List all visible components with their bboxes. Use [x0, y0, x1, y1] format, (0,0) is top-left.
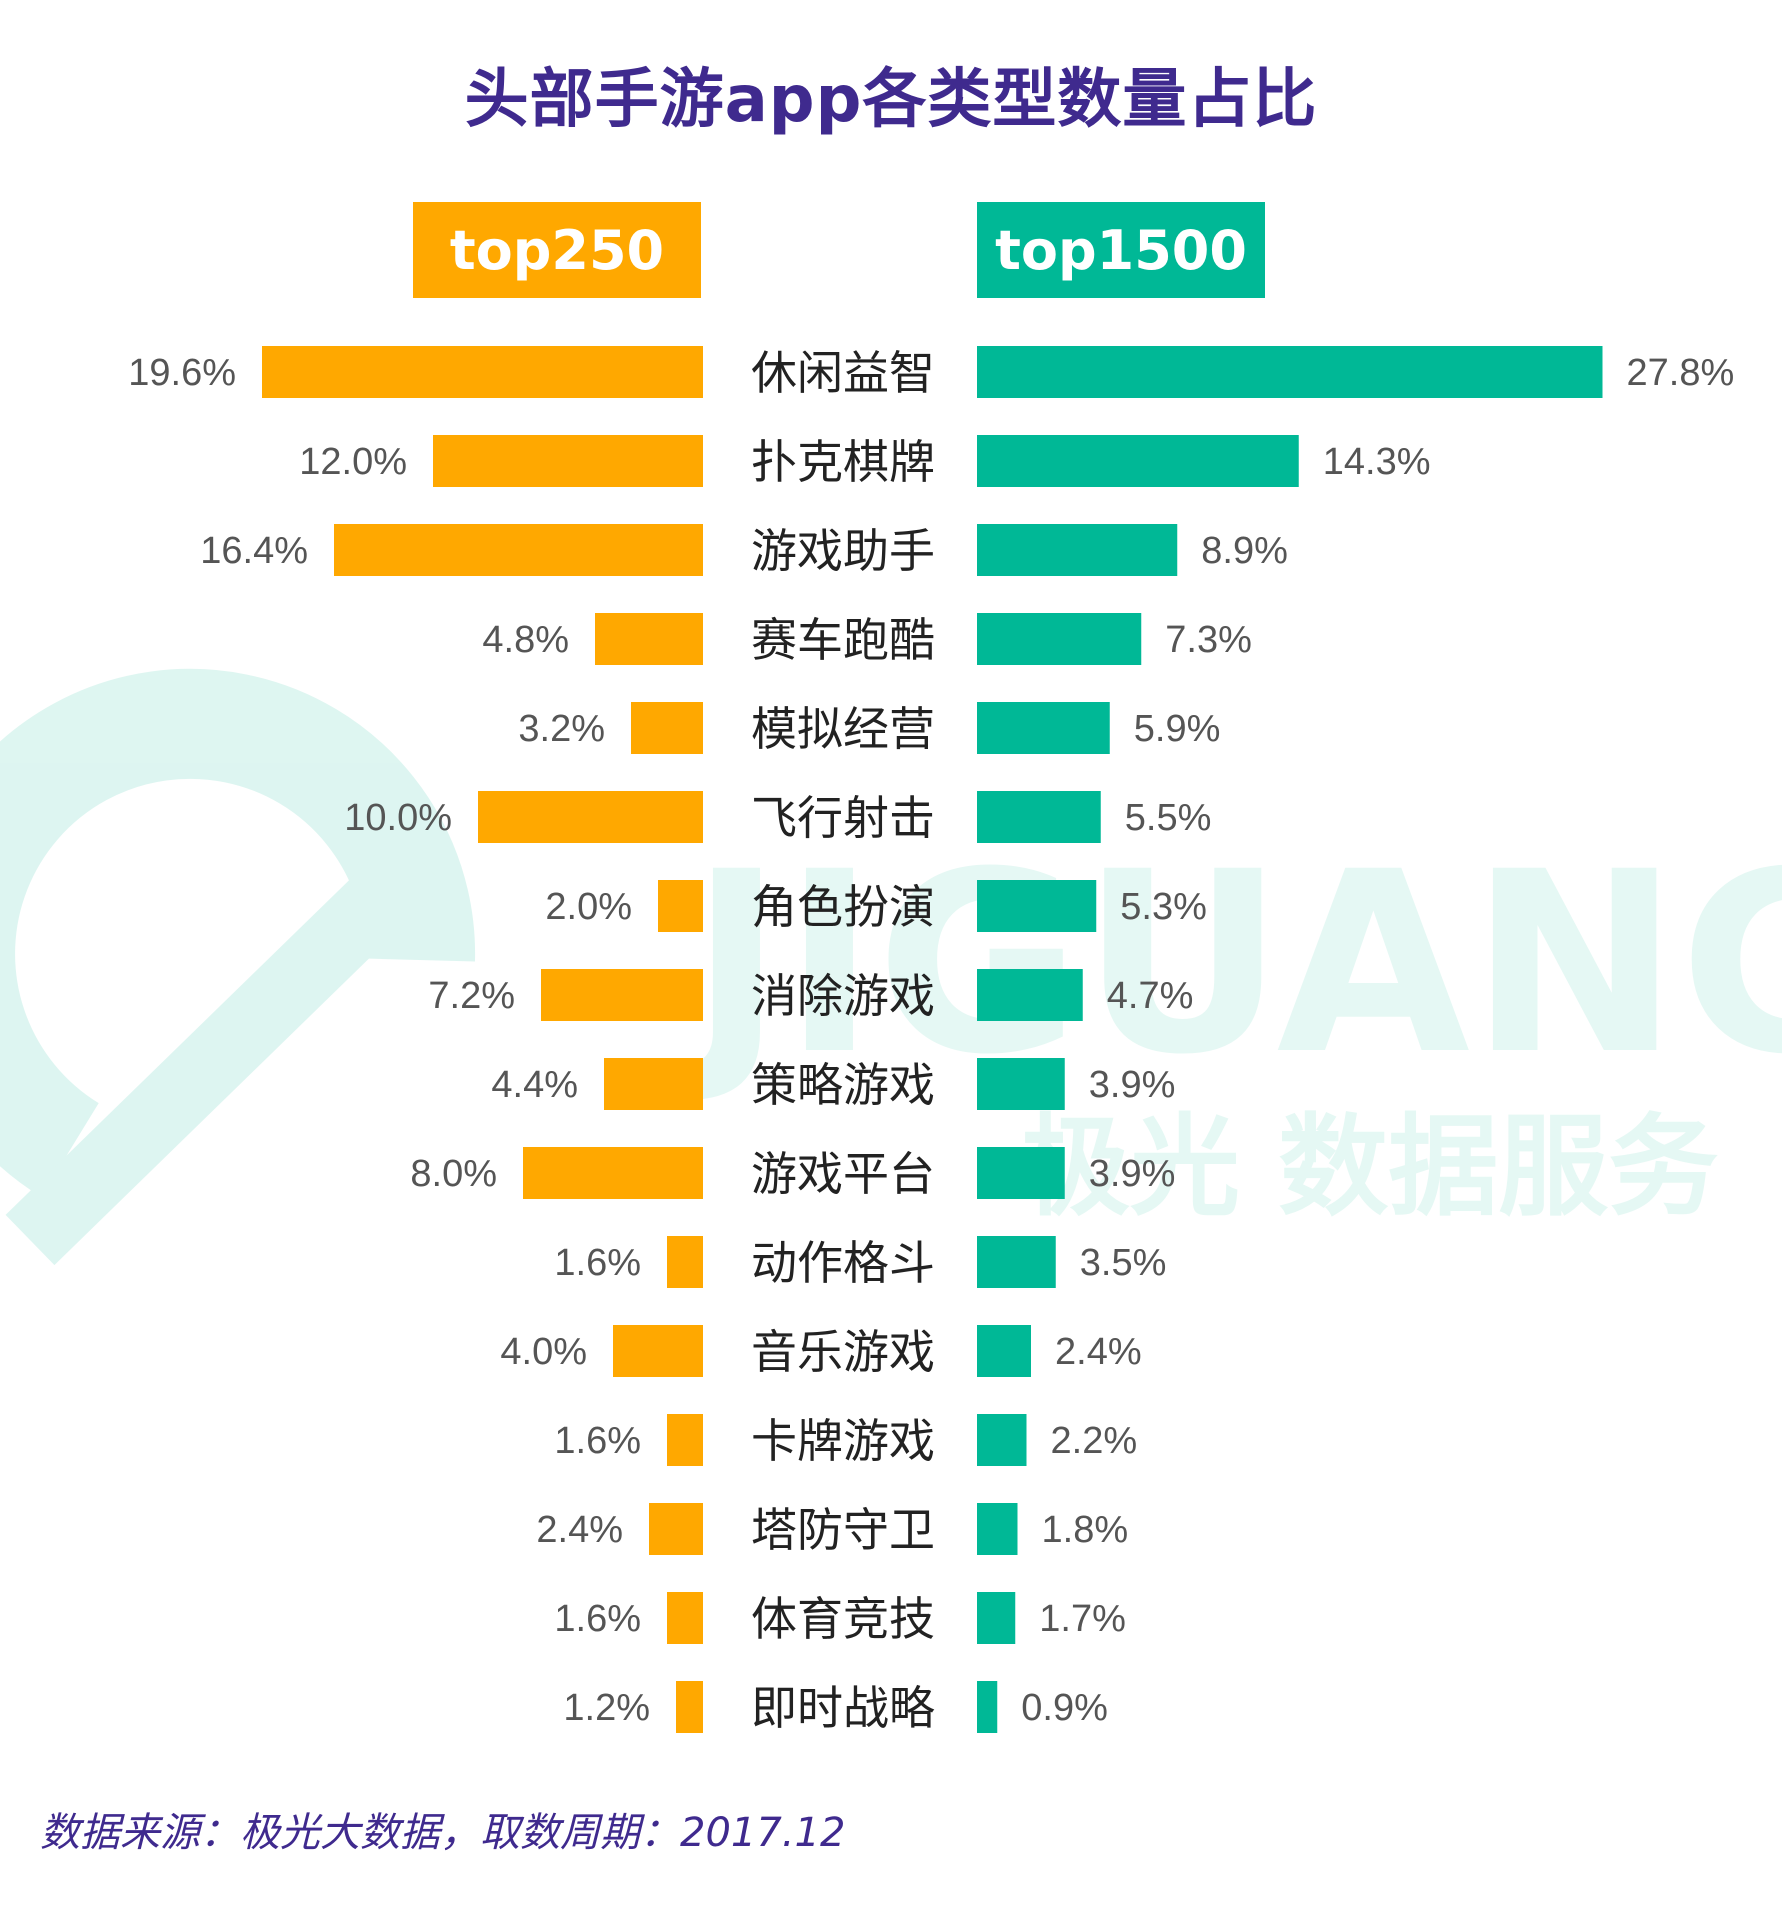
bar-top1500-4 [977, 702, 1110, 754]
category-label-13: 塔防守卫 [751, 1503, 935, 1557]
category-label-14: 体育竞技 [751, 1592, 935, 1646]
label-top1500-6: 5.3% [1120, 886, 1207, 928]
bar-top1500-13 [977, 1503, 1018, 1555]
bar-top1500-15 [977, 1681, 998, 1733]
label-top250-15: 1.2% [563, 1687, 650, 1729]
label-top250-12: 1.6% [554, 1420, 641, 1462]
bar-top1500-0 [977, 346, 1603, 398]
label-top1500-3: 7.3% [1165, 619, 1252, 661]
bar-top1500-3 [977, 613, 1142, 665]
label-top250-9: 8.0% [410, 1153, 497, 1195]
category-label-7: 消除游戏 [751, 969, 935, 1023]
label-top1500-9: 3.9% [1089, 1153, 1176, 1195]
bar-top1500-6 [977, 880, 1097, 932]
label-top250-0: 19.6% [128, 352, 236, 394]
category-label-2: 游戏助手 [751, 524, 935, 578]
label-top250-6: 2.0% [545, 886, 632, 928]
label-top1500-4: 5.9% [1134, 708, 1221, 750]
label-top1500-1: 14.3% [1323, 441, 1431, 483]
category-label-4: 模拟经营 [751, 702, 935, 756]
bar-top250-15 [676, 1681, 703, 1733]
series-tag-top250: top250 [413, 202, 701, 298]
bar-top250-8 [604, 1058, 703, 1110]
category-label-10: 动作格斗 [751, 1236, 935, 1290]
label-top1500-7: 4.7% [1107, 975, 1194, 1017]
label-top1500-5: 5.5% [1125, 797, 1212, 839]
label-top250-7: 7.2% [428, 975, 515, 1017]
label-top1500-14: 1.7% [1039, 1598, 1126, 1640]
bar-top250-10 [667, 1236, 703, 1288]
bar-top250-12 [667, 1414, 703, 1466]
label-top1500-8: 3.9% [1089, 1064, 1176, 1106]
label-top250-11: 4.0% [500, 1331, 587, 1373]
label-top250-5: 10.0% [344, 797, 452, 839]
bar-top250-11 [613, 1325, 703, 1377]
chart-title: 头部手游app各类型数量占比 [464, 63, 1318, 137]
category-label-3: 赛车跑酷 [751, 613, 935, 667]
label-top250-13: 2.4% [536, 1509, 623, 1551]
label-top250-3: 4.8% [482, 619, 569, 661]
bar-top1500-12 [977, 1414, 1027, 1466]
label-top250-14: 1.6% [554, 1598, 641, 1640]
label-top1500-15: 0.9% [1021, 1687, 1108, 1729]
bar-top250-9 [523, 1147, 703, 1199]
bar-top1500-7 [977, 969, 1083, 1021]
label-top1500-12: 2.2% [1051, 1420, 1138, 1462]
category-label-5: 飞行射击 [751, 791, 935, 845]
bar-top250-3 [595, 613, 703, 665]
bar-top250-7 [541, 969, 703, 1021]
bar-top1500-11 [977, 1325, 1031, 1377]
bar-top250-14 [667, 1592, 703, 1644]
label-top1500-0: 27.8% [1627, 352, 1735, 394]
category-label-8: 策略游戏 [751, 1058, 935, 1112]
bar-top250-5 [478, 791, 703, 843]
label-top1500-2: 8.9% [1201, 530, 1288, 572]
bar-top250-13 [649, 1503, 703, 1555]
bar-top1500-9 [977, 1147, 1065, 1199]
bar-top1500-14 [977, 1592, 1016, 1644]
bar-top1500-10 [977, 1236, 1056, 1288]
category-label-9: 游戏平台 [751, 1147, 935, 1201]
bar-top1500-2 [977, 524, 1178, 576]
label-top250-2: 16.4% [200, 530, 308, 572]
label-top250-8: 4.4% [491, 1064, 578, 1106]
label-top250-1: 12.0% [299, 441, 407, 483]
label-top250-4: 3.2% [518, 708, 605, 750]
series-tag-top1500: top1500 [977, 202, 1265, 298]
bar-top250-6 [658, 880, 703, 932]
bar-top1500-1 [977, 435, 1299, 487]
label-top1500-10: 3.5% [1080, 1242, 1167, 1284]
bar-top250-0 [262, 346, 703, 398]
bar-top250-2 [334, 524, 703, 576]
data-source-note: 数据来源：极光大数据，取数周期：2017.12 [40, 1810, 846, 1856]
label-top1500-13: 1.8% [1042, 1509, 1129, 1551]
category-label-0: 休闲益智 [751, 346, 935, 400]
category-label-11: 音乐游戏 [751, 1325, 935, 1379]
category-label-6: 角色扮演 [751, 880, 935, 934]
label-top1500-11: 2.4% [1055, 1331, 1142, 1373]
bar-top1500-8 [977, 1058, 1065, 1110]
label-top250-10: 1.6% [554, 1242, 641, 1284]
category-label-15: 即时战略 [751, 1681, 935, 1735]
bar-top250-4 [631, 702, 703, 754]
bar-top1500-5 [977, 791, 1101, 843]
category-label-12: 卡牌游戏 [751, 1414, 935, 1468]
category-label-1: 扑克棋牌 [751, 435, 935, 489]
bar-top250-1 [433, 435, 703, 487]
